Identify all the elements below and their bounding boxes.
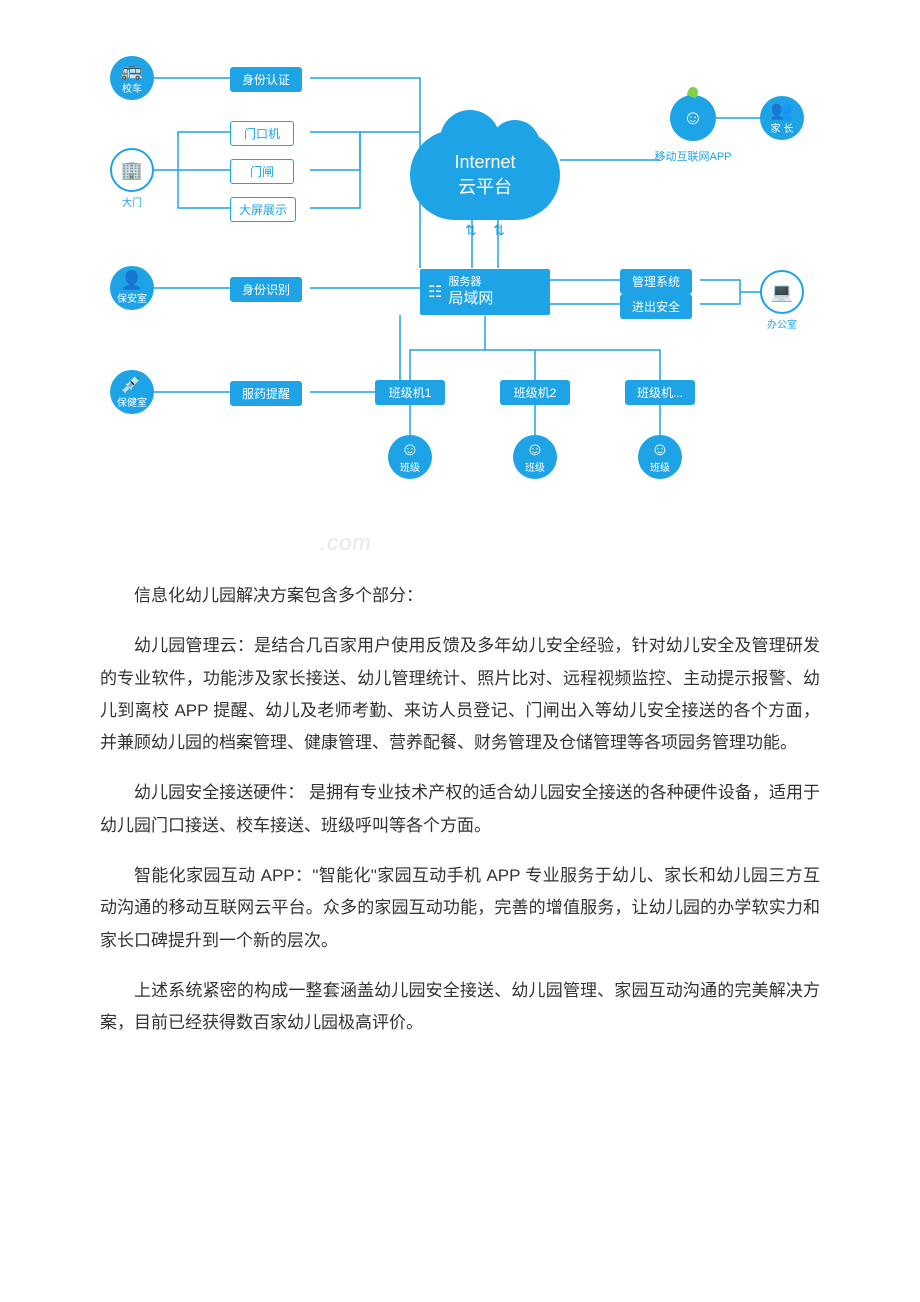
server-icon: ☷ [428,282,442,302]
pill-medicine: 服药提醒 [230,381,302,406]
node-parent-label: 家 长 [771,120,794,135]
cloud-platform: Internet 云平台 [410,130,560,220]
cloud-line1: Internet [454,152,515,173]
child-icon: ☺ [651,440,669,458]
server-main-label: 局域网 [448,290,493,308]
node-office: 💻 [760,270,804,314]
node-app-label: 移动互联网APP [645,148,741,164]
building-icon: 🏢 [121,161,143,179]
pill-inout-safe: 进出安全 [620,294,692,319]
node-gate-label: 大门 [110,194,154,209]
architecture-diagram: 🚌 校车 🏢 大门 👤 保安室 💉 保健室 身份认证 门口机 门闸 大屏展示 身… [100,40,820,520]
syringe-icon: 💉 [121,375,143,393]
bus-icon: 🚌 [121,61,143,79]
child-icon: ☺ [526,440,544,458]
node-class2-label: 班级 [525,459,545,474]
child-icon: ☺ [401,440,419,458]
guard-icon: 👤 [121,271,143,289]
node-parent: 👥 家 长 [760,96,804,140]
pill-big-screen: 大屏展示 [230,197,296,222]
pill-identity-rec: 身份识别 [230,277,302,302]
node-class3-label: 班级 [650,459,670,474]
node-bus-label: 校车 [122,80,142,95]
paragraph-cloud: 幼儿园管理云：是结合几百家用户使用反馈及多年幼儿安全经验，针对幼儿安全及管理研发… [100,630,820,759]
node-class3: ☺ 班级 [638,435,682,479]
cloud-line2: 云平台 [458,173,512,199]
desk-icon: 💻 [771,283,793,301]
watermark-text: .com [320,530,372,556]
node-security-label: 保安室 [117,290,147,305]
node-class1: ☺ 班级 [388,435,432,479]
app-face-icon: ☺ [683,107,703,130]
paragraph-summary: 上述系统紧密的构成一整套涵盖幼儿园安全接送、幼儿园管理、家园互动沟通的完美解决方… [100,975,820,1040]
node-health-label: 保健室 [117,394,147,409]
node-security: 👤 保安室 [110,266,154,310]
pill-identity-auth: 身份认证 [230,67,302,92]
node-gate: 🏢 [110,148,154,192]
pill-class2: 班级机2 [500,380,570,405]
pill-class1: 班级机1 [375,380,445,405]
parent-icon: 👥 [771,101,793,119]
paragraph-hardware: 幼儿园安全接送硬件： 是拥有专业技术产权的适合幼儿园安全接送的各种硬件设备，适用… [100,777,820,842]
node-class1-label: 班级 [400,459,420,474]
node-office-label: 办公室 [760,316,804,331]
node-bus: 🚌 校车 [110,56,154,100]
pill-mgmt-system: 管理系统 [620,269,692,294]
server-small-label: 服务器 [448,276,493,289]
bidirectional-arrows: ⇅⇅ [465,222,505,239]
pill-door-gate: 门闸 [230,159,294,184]
node-class2: ☺ 班级 [513,435,557,479]
document-body: 信息化幼儿园解决方案包含多个部分： 幼儿园管理云：是结合几百家用户使用反馈及多年… [100,580,820,1040]
paragraph-intro: 信息化幼儿园解决方案包含多个部分： [100,580,820,612]
node-health: 💉 保健室 [110,370,154,414]
pill-door-machine: 门口机 [230,121,294,146]
pill-class3: 班级机... [625,380,695,405]
server-lan-box: ☷ 服务器 局域网 [420,269,550,315]
node-app: ☺ [670,95,716,141]
paragraph-app: 智能化家园互动 APP："智能化"家园互动手机 APP 专业服务于幼儿、家长和幼… [100,860,820,957]
